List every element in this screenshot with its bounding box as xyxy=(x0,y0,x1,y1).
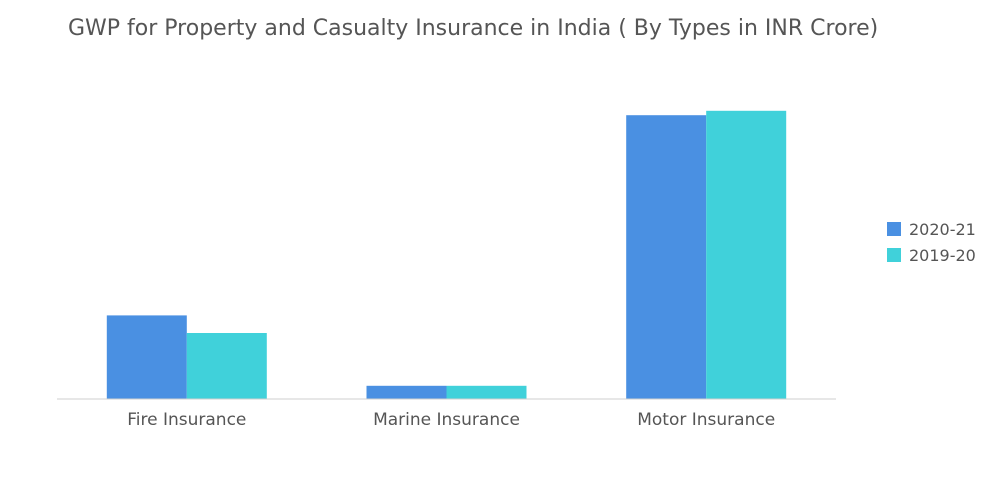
legend-item-2020-21: 2020-21 xyxy=(887,216,976,242)
bar-marine-insurance-2019-20 xyxy=(446,385,527,399)
bar-motor-insurance-2020-21 xyxy=(626,115,707,399)
x-tick-label-fire-insurance: Fire Insurance xyxy=(127,410,246,430)
legend-label-2020-21: 2020-21 xyxy=(909,219,976,239)
legend-item-2019-20: 2019-20 xyxy=(887,242,976,268)
x-tick-labels: Fire Insurance Marine Insurance Motor Insu… xyxy=(127,410,775,430)
bars-group xyxy=(106,110,787,400)
bar-fire-insurance-2020-21 xyxy=(106,315,187,399)
x-tick-label-motor-insurance: Motor Insurance xyxy=(637,410,775,430)
bar-marine-insurance-2020-21 xyxy=(366,385,447,399)
bar-motor-insurance-2019-20 xyxy=(706,110,787,400)
legend: 2020-21 2019-20 xyxy=(887,216,976,268)
legend-swatch-2020-21 xyxy=(887,222,901,236)
legend-swatch-2019-20 xyxy=(887,248,901,262)
bar-fire-insurance-2019-20 xyxy=(186,333,267,399)
legend-label-2019-20: 2019-20 xyxy=(909,245,976,265)
chart-title: GWP for Property and Casualty Insurance … xyxy=(68,16,879,41)
x-tick-label-marine-insurance: Marine Insurance xyxy=(373,410,520,430)
